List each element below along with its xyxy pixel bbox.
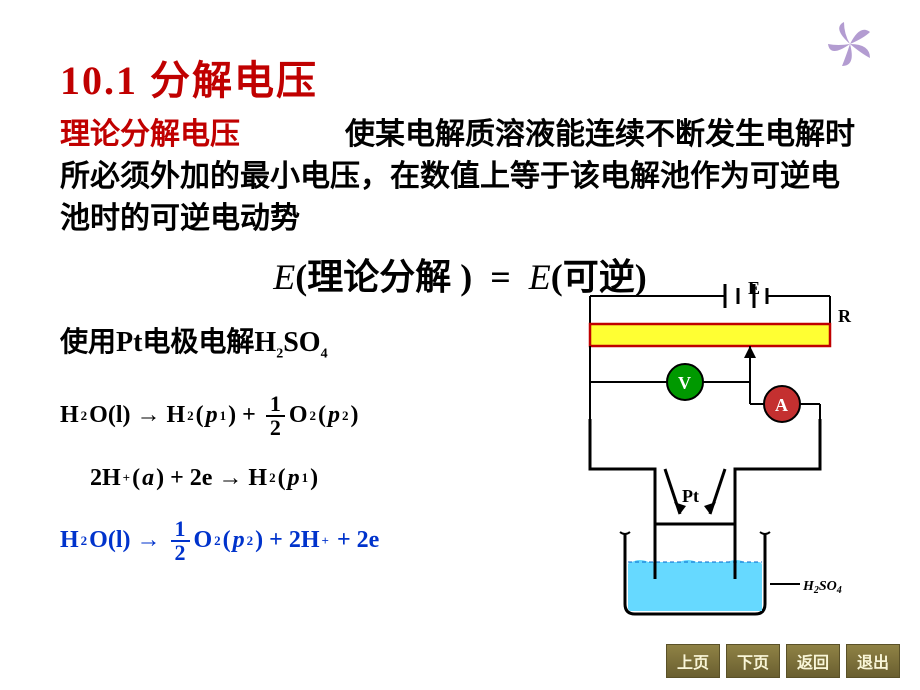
equation-overall: H2O(l) → H2(p1) + 12 O2(p2) [60, 393, 510, 439]
section-number: 10.1 [60, 58, 138, 103]
section-title: 10.1 分解电压 [60, 48, 860, 106]
resistor-label: R [838, 306, 852, 326]
definition-keyword: 理论分解电压 [60, 118, 240, 151]
solution-label: H2SO4 [802, 579, 842, 596]
prev-button[interactable]: 上页 [666, 644, 720, 678]
equation-anode: H2O(l) → 12 O2(p2) + 2H+ + 2e [60, 518, 510, 564]
logo-swirl [820, 14, 880, 74]
circuit-diagram: E R V [530, 274, 860, 639]
next-button[interactable]: 下页 [726, 644, 780, 678]
voltmeter-label: V [678, 373, 691, 393]
equation-cathode: 2H+(a) + 2e → H2(p1) [90, 465, 510, 492]
electrolysis-subtitle: 使用Pt电极电解H2SO4 [60, 320, 510, 363]
exit-button[interactable]: 退出 [846, 644, 900, 678]
definition-block: 理论分解电压 使某电解质溶液能连续不断发生电解时所必须外加的最小电压，在数值上等… [60, 114, 860, 240]
ammeter-label: A [775, 395, 788, 415]
section-label: 分解电压 [150, 58, 318, 103]
back-button[interactable]: 返回 [786, 644, 840, 678]
electrode-label: Pt [682, 486, 699, 506]
nav-button-bar: 上页 下页 返回 退出 [666, 644, 900, 678]
